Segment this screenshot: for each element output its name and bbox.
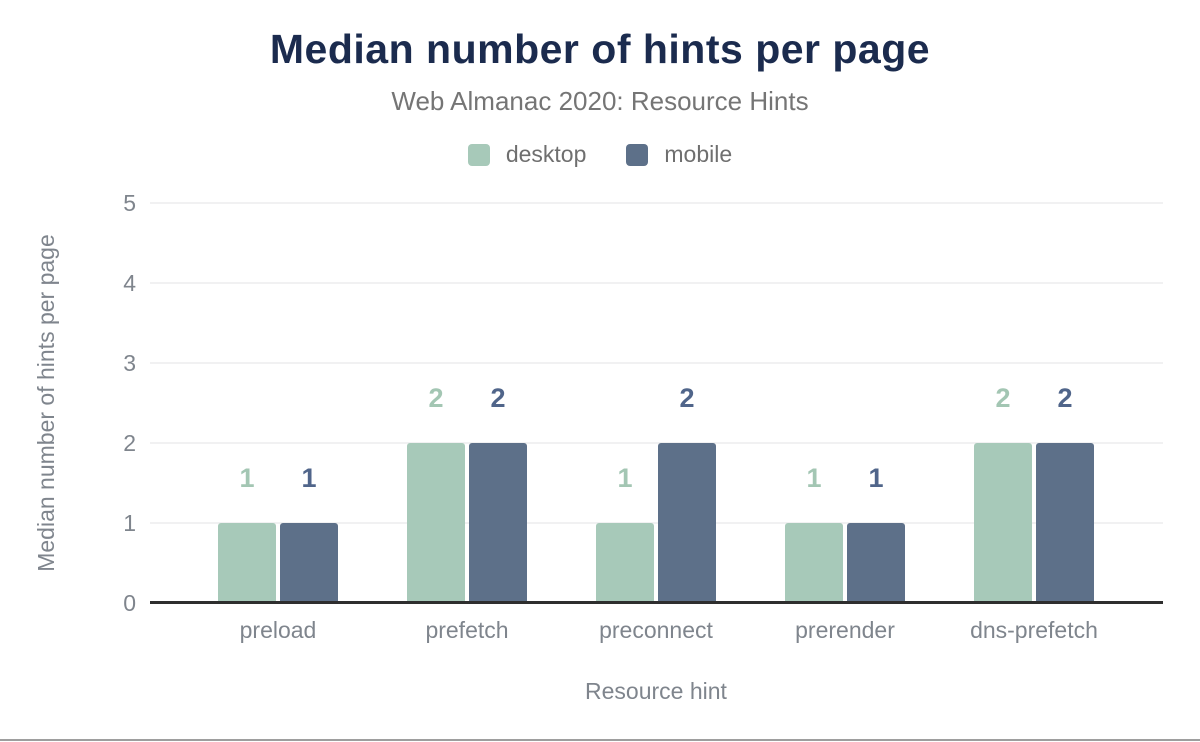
bar-mobile-prefetch bbox=[469, 443, 527, 601]
gridline-1 bbox=[150, 522, 1163, 524]
y-tick-label-5: 5 bbox=[123, 190, 136, 216]
legend-item-desktop[interactable]: desktop bbox=[467, 141, 587, 168]
bar-desktop-dns-prefetch bbox=[974, 443, 1032, 601]
bar-mobile-prerender bbox=[847, 523, 905, 601]
y-axis-title: Median number of hints per page bbox=[33, 234, 59, 572]
bar-desktop-prefetch bbox=[407, 443, 465, 601]
bar-mobile-dns-prefetch bbox=[1036, 443, 1094, 601]
category-label-preload: preload bbox=[239, 617, 317, 643]
legend-swatch-mobile bbox=[626, 143, 649, 166]
y-tick-label-2: 2 bbox=[123, 430, 136, 456]
legend-label-desktop: desktop bbox=[505, 141, 587, 167]
value-label-mobile-dns-prefetch: 2 bbox=[1057, 383, 1073, 413]
y-tick-label-3: 3 bbox=[123, 350, 136, 376]
y-tick-label-0: 0 bbox=[123, 590, 136, 616]
gridline-2 bbox=[150, 442, 1163, 444]
value-label-desktop-dns-prefetch: 2 bbox=[995, 383, 1011, 413]
legend: desktop mobile bbox=[0, 141, 1200, 168]
category-label-prefetch: prefetch bbox=[425, 617, 509, 643]
legend-swatch-desktop bbox=[467, 143, 490, 166]
value-label-desktop-prefetch: 2 bbox=[428, 383, 444, 413]
bar-desktop-preconnect bbox=[596, 523, 654, 601]
gridline-4 bbox=[150, 282, 1163, 284]
value-label-mobile-preload: 1 bbox=[301, 463, 317, 493]
bar-desktop-preload bbox=[218, 523, 276, 601]
category-label-prerender: prerender bbox=[795, 617, 895, 643]
value-label-desktop-preconnect: 1 bbox=[617, 463, 633, 493]
x-axis-title: Resource hint bbox=[585, 678, 727, 704]
y-tick-label-4: 4 bbox=[123, 270, 136, 296]
category-label-dns-prefetch: dns-prefetch bbox=[970, 617, 1098, 643]
value-label-mobile-prerender: 1 bbox=[868, 463, 884, 493]
chart-subtitle: Web Almanac 2020: Resource Hints bbox=[391, 86, 809, 116]
value-label-desktop-prerender: 1 bbox=[806, 463, 822, 493]
bar-desktop-prerender bbox=[785, 523, 843, 601]
bottom-border bbox=[0, 739, 1200, 741]
y-tick-label-1: 1 bbox=[123, 510, 136, 536]
gridline-5 bbox=[150, 202, 1163, 204]
legend-label-mobile: mobile bbox=[664, 141, 733, 167]
bar-mobile-preload bbox=[280, 523, 338, 601]
chart-title: Median number of hints per page bbox=[269, 26, 931, 72]
bar-mobile-preconnect bbox=[658, 443, 716, 601]
value-label-mobile-preconnect: 2 bbox=[679, 383, 695, 413]
value-label-mobile-prefetch: 2 bbox=[490, 383, 506, 413]
value-label-desktop-preload: 1 bbox=[239, 463, 255, 493]
gridline-3 bbox=[150, 362, 1163, 364]
category-label-preconnect: preconnect bbox=[599, 617, 713, 643]
legend-item-mobile[interactable]: mobile bbox=[626, 141, 732, 168]
x-axis-baseline bbox=[150, 601, 1163, 604]
